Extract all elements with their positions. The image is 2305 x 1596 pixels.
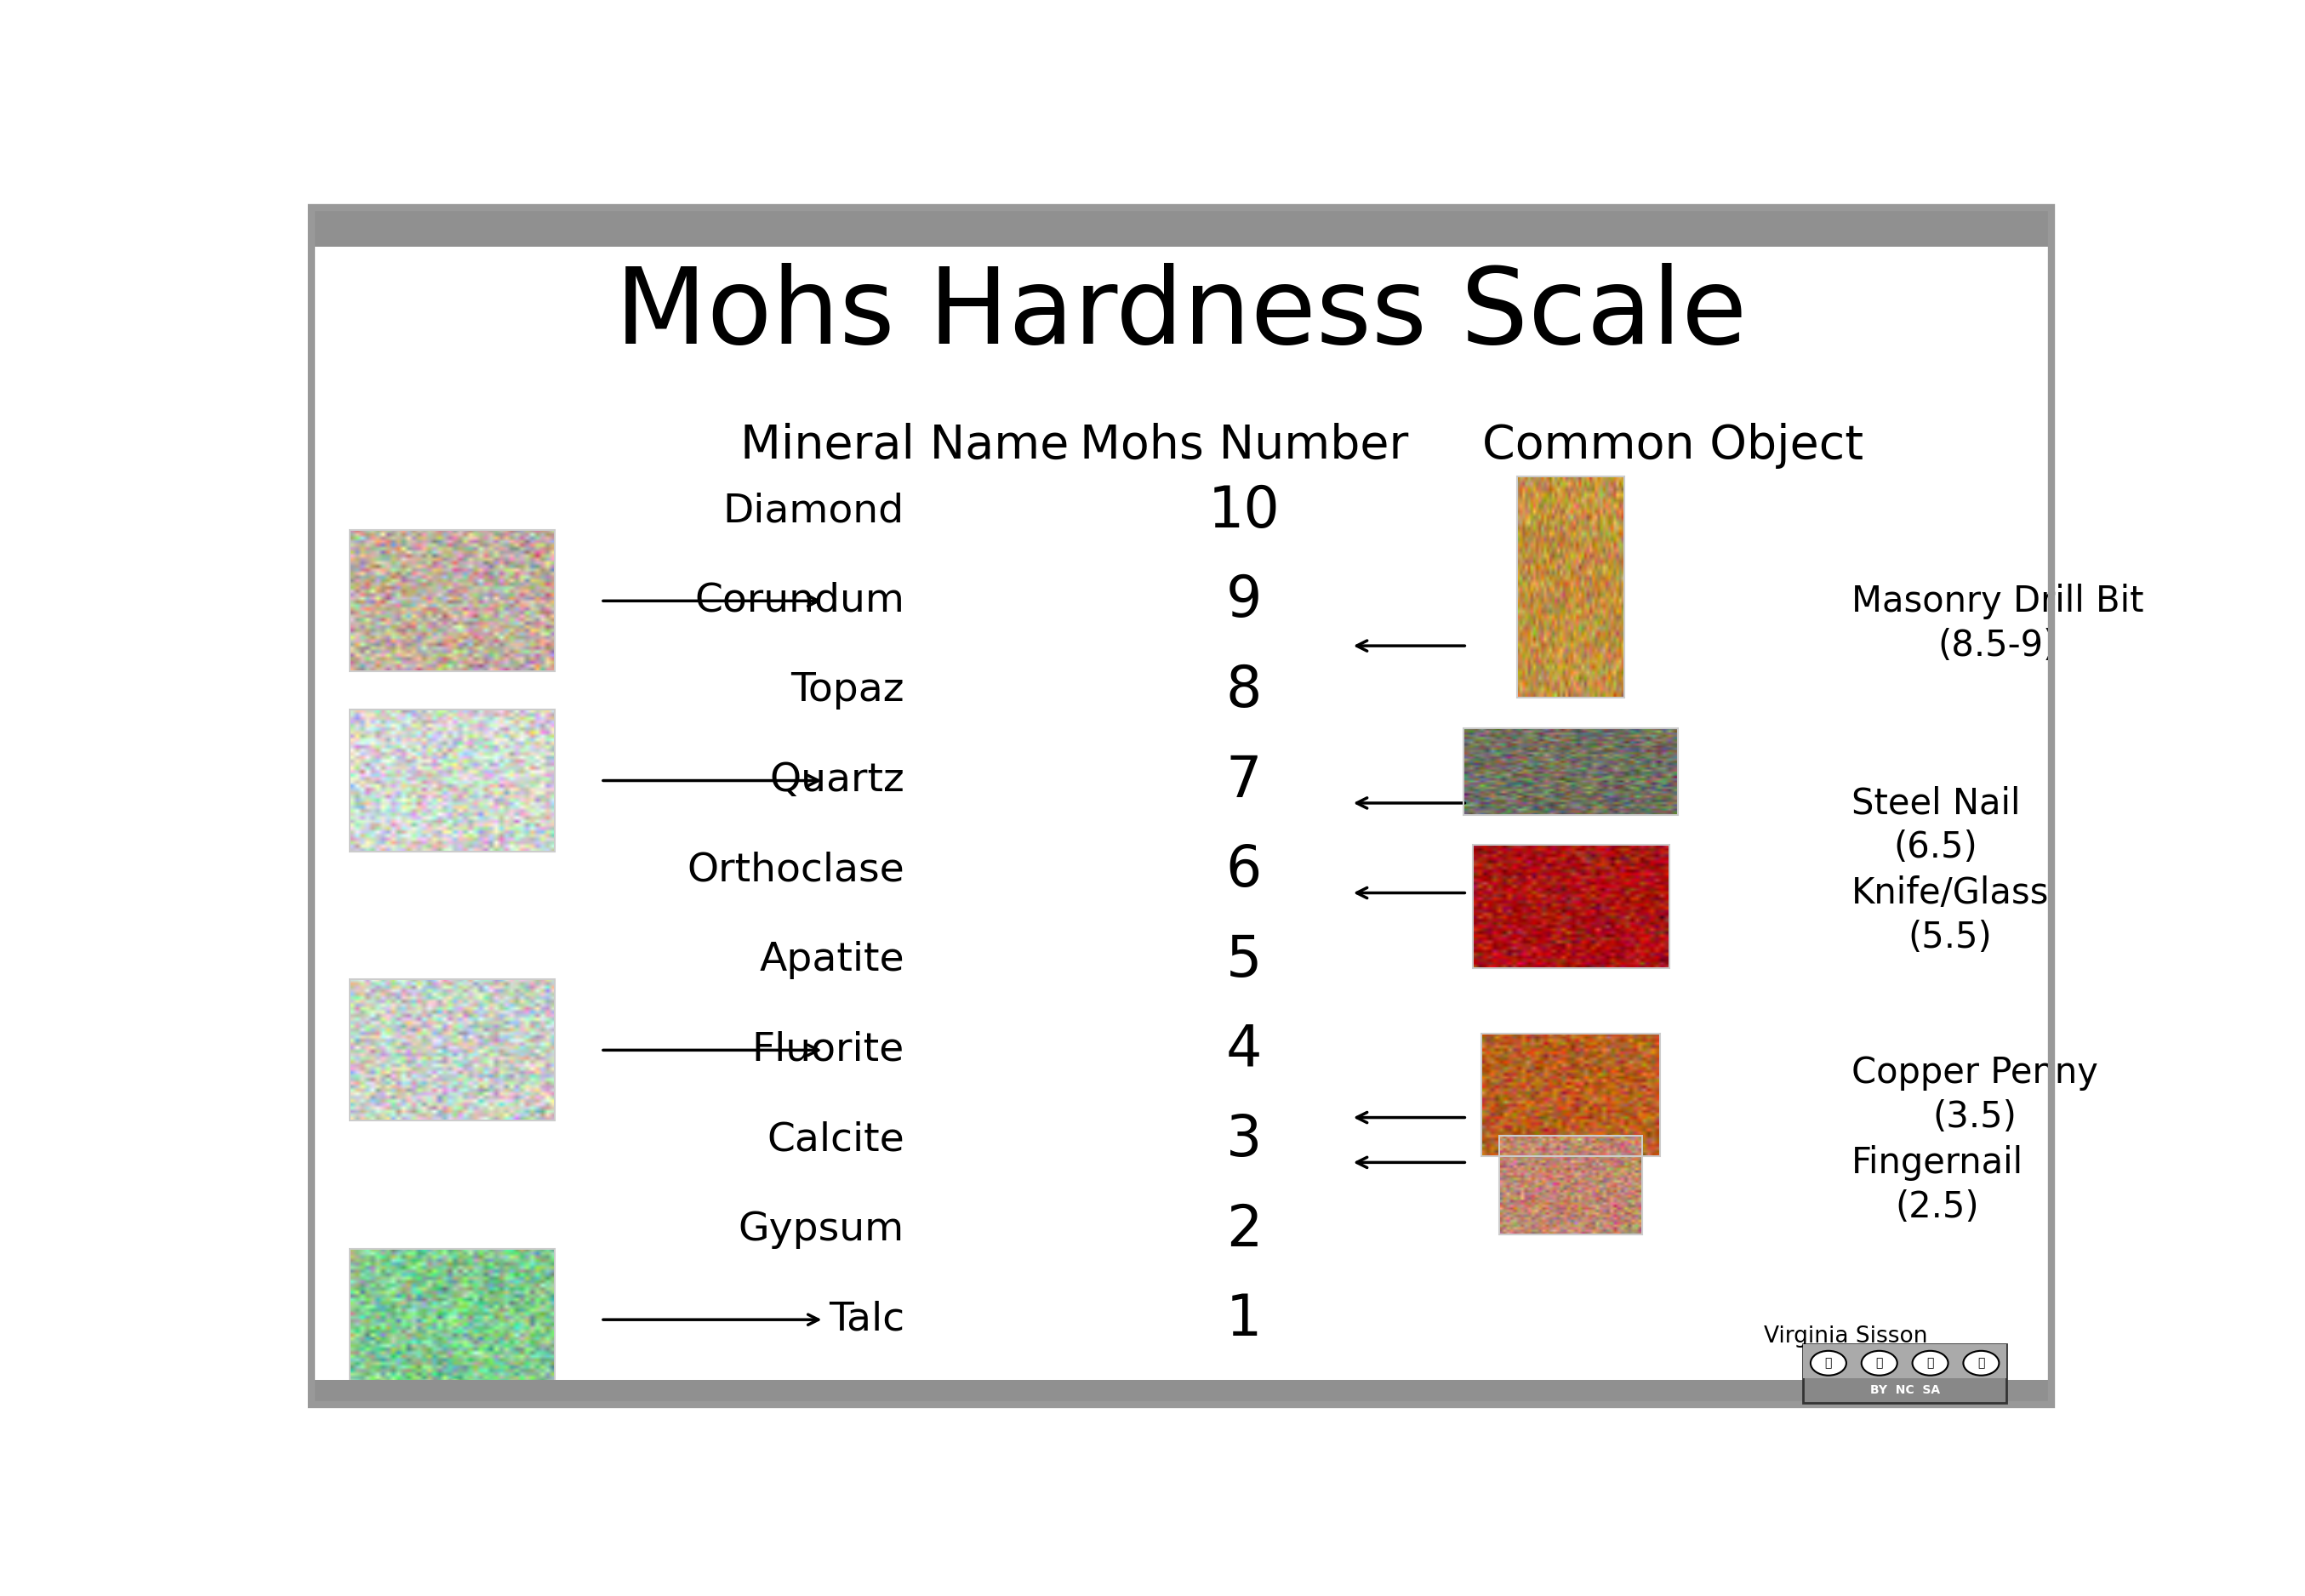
Bar <box>350 530 556 672</box>
Circle shape <box>1913 1350 1948 1376</box>
Text: Mohs Number: Mohs Number <box>1079 423 1408 469</box>
Text: Quartz: Quartz <box>770 761 904 800</box>
Text: Virginia Sisson: Virginia Sisson <box>1763 1326 1927 1349</box>
Bar <box>1498 1136 1641 1234</box>
Text: Apatite: Apatite <box>758 942 904 980</box>
Text: Copper Penny
(3.5): Copper Penny (3.5) <box>1851 1055 2098 1135</box>
Text: Corundum: Corundum <box>694 583 904 619</box>
Bar <box>1482 1034 1660 1157</box>
Circle shape <box>1862 1350 1897 1376</box>
Text: Fluorite: Fluorite <box>751 1031 904 1069</box>
Bar <box>311 1381 2051 1404</box>
Text: Mineral Name: Mineral Name <box>740 423 1070 469</box>
Circle shape <box>1964 1350 1998 1376</box>
Text: Gypsum: Gypsum <box>738 1211 904 1250</box>
Text: BY  NC  SA: BY NC SA <box>1869 1384 1941 1396</box>
Text: 2: 2 <box>1226 1202 1261 1258</box>
Text: 9: 9 <box>1226 573 1261 629</box>
Text: 10: 10 <box>1208 484 1279 539</box>
Text: ⓘ: ⓘ <box>1876 1357 1883 1369</box>
Text: 1: 1 <box>1226 1291 1261 1347</box>
Circle shape <box>1809 1350 1846 1376</box>
Bar <box>1517 477 1625 697</box>
Bar <box>1464 729 1678 814</box>
Text: Topaz: Topaz <box>791 672 904 710</box>
Text: Mohs Hardness Scale: Mohs Hardness Scale <box>615 263 1747 365</box>
Text: Ⓢ: Ⓢ <box>1978 1357 1985 1369</box>
Text: 4: 4 <box>1226 1021 1261 1079</box>
Text: Steel Nail
(6.5): Steel Nail (6.5) <box>1851 785 2019 865</box>
Text: Ⓒ: Ⓒ <box>1826 1357 1832 1369</box>
Text: Ⓜ: Ⓜ <box>1927 1357 1934 1369</box>
Bar <box>1803 1344 2008 1403</box>
Text: 8: 8 <box>1226 662 1261 718</box>
Text: 5: 5 <box>1226 932 1261 988</box>
Text: Orthoclase: Orthoclase <box>687 851 904 889</box>
Text: Talc: Talc <box>827 1301 904 1339</box>
Bar <box>1803 1344 2008 1379</box>
Bar <box>311 207 2051 247</box>
Text: 3: 3 <box>1226 1112 1261 1168</box>
Bar <box>1473 844 1669 967</box>
Text: 6: 6 <box>1226 843 1261 899</box>
Text: Knife/Glass
(5.5): Knife/Glass (5.5) <box>1851 876 2049 956</box>
Bar <box>350 1250 556 1390</box>
Bar <box>350 980 556 1120</box>
Bar <box>350 710 556 851</box>
Text: Masonry Drill Bit
(8.5-9): Masonry Drill Bit (8.5-9) <box>1851 584 2144 664</box>
Text: Common Object: Common Object <box>1482 423 1862 469</box>
Text: Diamond: Diamond <box>724 492 904 530</box>
Text: Fingernail
(2.5): Fingernail (2.5) <box>1851 1144 2024 1224</box>
Text: Calcite: Calcite <box>768 1120 904 1159</box>
Text: 7: 7 <box>1226 752 1261 809</box>
